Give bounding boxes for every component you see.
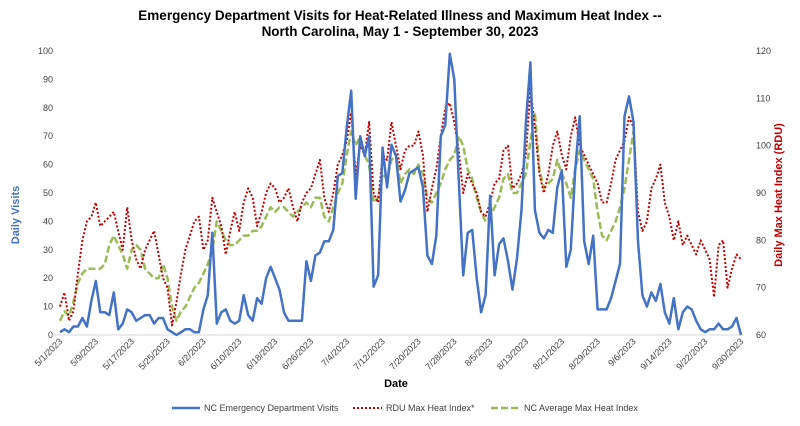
x-axis-ticks: 5/1/2023 5/9/2023 5/17/2023 5/25/2023 6/2/20… [33,336,746,371]
nc-avg-heat-index-line [58,111,635,323]
legend-label-visits: NC Emergency Department Visits [204,403,339,413]
x-tick-label: 8/29/2023 [567,336,602,371]
legend-item-nc: NC Average Max Heat Index [491,403,638,413]
legend-item-rdu: RDU Max Heat Index* [353,403,475,413]
right-tick-label: 70 [756,283,766,293]
legend-item-visits: NC Emergency Department Visits [172,403,339,413]
x-tick-label: 6/2/2023 [176,336,208,368]
right-tick-label: 120 [756,46,771,56]
left-tick-label: 40 [43,216,53,226]
left-tick-label: 30 [43,245,53,255]
x-tick-label: 5/17/2023 [101,336,136,371]
legend: NC Emergency Department Visits RDU Max H… [172,403,638,413]
x-tick-label: 7/4/2023 [319,336,351,368]
x-tick-label: 9/14/2023 [638,336,673,371]
left-tick-label: 100 [38,46,53,56]
legend-label-rdu: RDU Max Heat Index* [386,403,475,413]
left-tick-label: 90 [43,74,53,84]
left-tick-label: 0 [48,330,53,340]
x-tick-label: 9/22/2023 [674,336,709,371]
right-tick-label: 60 [756,330,766,340]
left-axis-ticks: 0 10 20 30 40 50 60 70 80 90 100 [38,46,53,340]
x-tick-label: 8/13/2023 [495,336,530,371]
left-tick-label: 20 [43,273,53,283]
x-tick-label: 7/28/2023 [423,336,458,371]
x-tick-label: 8/21/2023 [531,336,566,371]
right-axis-title: Daily Max Heat Index (RDU) [773,123,785,267]
x-tick-label: 5/25/2023 [137,336,172,371]
x-tick-label: 6/10/2023 [208,336,243,371]
x-tick-label: 6/26/2023 [280,336,315,371]
x-tick-label: 7/12/2023 [352,336,387,371]
x-tick-label: 6/18/2023 [244,336,279,371]
left-tick-label: 60 [43,160,53,170]
x-tick-label: 5/1/2023 [33,336,65,368]
x-tick-label: 9/30/2023 [710,336,745,371]
left-tick-label: 10 [43,302,53,312]
right-tick-label: 80 [756,235,766,245]
left-axis-title: Daily Visits [10,186,22,245]
chart-title: Emergency Department Visits for Heat-Rel… [138,8,661,23]
right-tick-label: 100 [756,141,771,151]
series-layer [58,52,743,337]
legend-label-nc: NC Average Max Heat Index [524,403,638,413]
x-tick-label: 8/5/2023 [463,336,495,368]
right-axis-ticks: 60 70 80 90 100 110 120 [756,46,771,340]
rdu-heat-index-line [59,87,742,327]
left-tick-label: 80 [43,103,53,113]
x-axis-title: Date [384,378,408,390]
x-tick-label: 7/20/2023 [387,336,422,371]
left-tick-label: 50 [43,188,53,198]
left-tick-label: 70 [43,131,53,141]
x-tick-label: 5/9/2023 [68,336,100,368]
visits-line [59,52,743,337]
chart-subtitle: North Carolina, May 1 - September 30, 20… [262,24,539,39]
x-tick-label: 9/6/2023 [606,336,638,368]
right-tick-label: 90 [756,188,766,198]
right-tick-label: 110 [756,93,770,103]
